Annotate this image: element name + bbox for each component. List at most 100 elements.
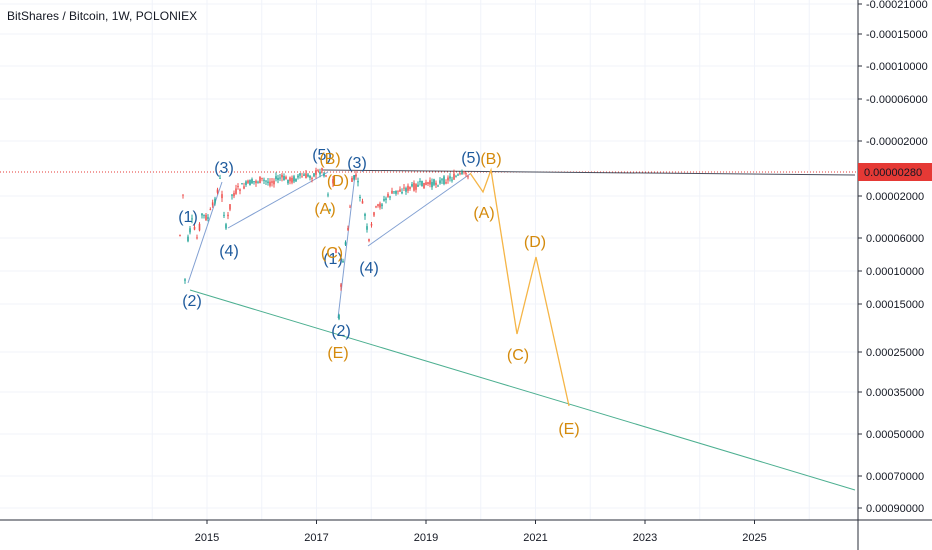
wave-label: (4) bbox=[359, 260, 379, 277]
candle-body bbox=[267, 181, 269, 183]
candle-body bbox=[427, 182, 429, 184]
candle-body bbox=[445, 182, 447, 184]
candle-body bbox=[289, 177, 291, 182]
candle-body bbox=[287, 179, 289, 184]
wave-label: (D) bbox=[327, 173, 349, 190]
candle-body bbox=[205, 214, 207, 221]
candle-body bbox=[263, 179, 265, 181]
candle-body bbox=[449, 176, 451, 179]
candle-body bbox=[405, 188, 407, 192]
candle-body bbox=[283, 176, 285, 181]
candle-body bbox=[253, 181, 255, 183]
candle-body bbox=[437, 185, 439, 187]
candle-body bbox=[299, 173, 301, 176]
x-tick-label: 2019 bbox=[414, 532, 438, 544]
candle-body bbox=[245, 181, 247, 185]
x-tick-label: 2021 bbox=[523, 532, 547, 544]
candle-body bbox=[401, 191, 403, 194]
candle-body bbox=[303, 174, 305, 176]
resistance-line bbox=[321, 169, 856, 176]
candle-body bbox=[381, 204, 383, 207]
candle-body bbox=[291, 177, 293, 183]
candle-body bbox=[439, 180, 441, 184]
x-tick-label: 2017 bbox=[304, 532, 328, 544]
candle-body bbox=[357, 181, 359, 183]
last-price-badge bbox=[858, 163, 932, 181]
candle-body bbox=[216, 189, 219, 193]
candle-body bbox=[453, 173, 455, 180]
candle-body bbox=[397, 190, 399, 192]
candle-body bbox=[277, 177, 279, 181]
candle-body bbox=[203, 214, 205, 216]
chart-title: BitShares / Bitcoin, 1W, POLONIEX bbox=[7, 9, 198, 23]
candle-body bbox=[461, 172, 463, 175]
candle-body bbox=[241, 183, 243, 185]
candle-body bbox=[257, 181, 259, 183]
candle-body bbox=[201, 213, 203, 216]
candle-body bbox=[327, 194, 329, 196]
candle-body bbox=[387, 193, 389, 197]
candle-body bbox=[379, 203, 381, 208]
candle-body bbox=[196, 237, 198, 239]
candle-body bbox=[255, 180, 257, 184]
candle-body bbox=[311, 178, 313, 180]
support-trend-line bbox=[189, 289, 856, 491]
candle-body bbox=[417, 184, 419, 187]
candle-body bbox=[279, 177, 281, 179]
candle-body bbox=[243, 186, 245, 189]
candle-body bbox=[355, 174, 357, 177]
trend-line-4 bbox=[367, 173, 471, 247]
y-tick-label: -0.00015000 bbox=[866, 29, 928, 41]
wave-label: (3) bbox=[347, 155, 367, 172]
wave-label: (2) bbox=[331, 323, 351, 340]
candle-body bbox=[211, 202, 214, 206]
candle-body bbox=[295, 178, 297, 182]
candle-body bbox=[193, 226, 196, 230]
wave-label: (3) bbox=[214, 160, 234, 177]
y-tick-label: 0.00050000 bbox=[866, 429, 924, 441]
candle-body bbox=[273, 180, 275, 185]
y-tick-label: -0.00021000 bbox=[866, 0, 928, 11]
candle-body bbox=[275, 176, 277, 180]
candle-body bbox=[459, 173, 461, 175]
wave-label: (A) bbox=[314, 201, 335, 218]
candle-body bbox=[435, 182, 437, 185]
candle-body bbox=[351, 178, 353, 182]
wave-label: (1) bbox=[178, 209, 198, 226]
candle-body bbox=[184, 279, 186, 281]
candle-body bbox=[313, 173, 315, 177]
x-tick-label: 2023 bbox=[633, 532, 657, 544]
candle-body bbox=[370, 223, 373, 226]
x-tick-label: 2025 bbox=[742, 532, 766, 544]
candle-body bbox=[261, 177, 263, 179]
candle-body bbox=[223, 214, 225, 216]
candle-body bbox=[281, 174, 283, 178]
candle-body bbox=[198, 223, 201, 231]
trend-line-1 bbox=[187, 181, 223, 284]
candle-body bbox=[429, 180, 431, 185]
candle-body bbox=[407, 185, 409, 191]
candle-body bbox=[373, 212, 375, 216]
candle-body bbox=[187, 236, 189, 242]
wave-label: (2) bbox=[182, 293, 202, 310]
candle-body bbox=[366, 226, 368, 230]
candle-body bbox=[214, 198, 216, 204]
candle-body bbox=[271, 181, 273, 183]
wave-label: (A) bbox=[473, 205, 494, 222]
candle-body bbox=[353, 175, 355, 180]
candle-body bbox=[315, 170, 317, 175]
candle-body bbox=[441, 179, 443, 181]
y-tick-label: -0.00002000 bbox=[866, 136, 928, 148]
y-tick-label: 0.00090000 bbox=[866, 503, 924, 515]
candle-body bbox=[455, 176, 457, 178]
candle-body bbox=[307, 174, 309, 177]
candle-body bbox=[329, 209, 331, 211]
candle-body bbox=[179, 234, 181, 236]
candle-body bbox=[227, 214, 229, 217]
candle-body bbox=[297, 175, 299, 178]
candle-body bbox=[347, 227, 349, 231]
y-tick-label: -0.00010000 bbox=[866, 61, 928, 73]
candle-body bbox=[219, 177, 221, 179]
